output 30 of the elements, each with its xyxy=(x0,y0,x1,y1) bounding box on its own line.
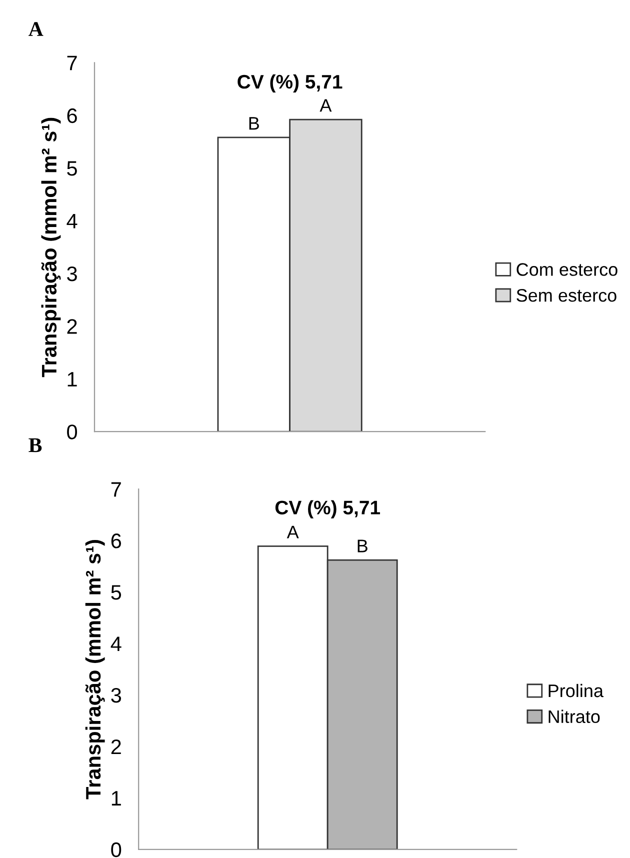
text: B xyxy=(28,438,42,452)
y-tick-label: 7 xyxy=(67,56,77,70)
y-tick-label: 6 xyxy=(67,108,77,124)
y-tick-label: 1 xyxy=(68,372,77,386)
text: CV (%) 5,71 xyxy=(275,500,380,518)
y-tick-label: 1 xyxy=(112,791,121,806)
y-tick-label: 0 xyxy=(111,842,122,858)
y-tick-label: 4 xyxy=(110,636,122,652)
data-label: A xyxy=(286,526,299,538)
y-tick-label: 4 xyxy=(66,214,78,228)
legend-label: Com esterco xyxy=(516,263,618,276)
y-tick-label: 3 xyxy=(111,688,122,703)
y-axis-title: Transpiração (mmol m² s¹) xyxy=(85,540,105,800)
legend-label: Sem esterco xyxy=(516,288,616,302)
legend-label: Prolina xyxy=(548,684,604,698)
y-tick-label: 3 xyxy=(67,266,77,282)
y-tick-label: 6 xyxy=(111,534,122,548)
y-tick-label: 5 xyxy=(67,161,77,176)
data-label: B xyxy=(358,540,368,552)
y-axis-title: Transpiração (mmol m² s¹) xyxy=(41,118,61,378)
y-tick-label: 2 xyxy=(67,319,77,334)
y-tick-label: 5 xyxy=(111,585,122,600)
y-tick-label: 0 xyxy=(67,424,78,440)
text: CV (%) 5,71 xyxy=(238,74,342,92)
y-tick-label: 7 xyxy=(111,482,121,497)
text: A xyxy=(28,22,44,36)
data-label: B xyxy=(249,117,259,130)
data-label: A xyxy=(320,99,332,112)
legend-label: Nitrato xyxy=(548,710,600,724)
y-tick-label: 2 xyxy=(111,739,121,754)
